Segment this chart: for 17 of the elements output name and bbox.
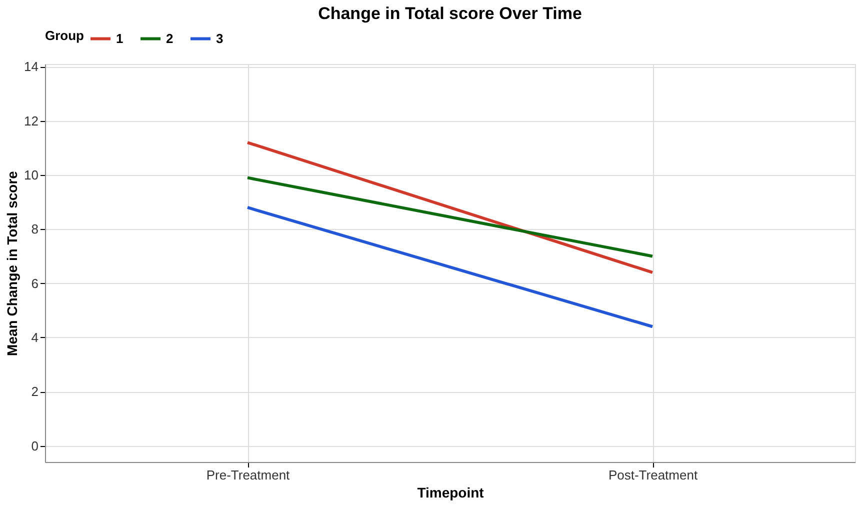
y-tick-label: 4	[31, 330, 38, 345]
legend-label: 3	[216, 30, 224, 46]
y-tick-label: 8	[31, 222, 38, 237]
y-axis-title: Mean Change in Total score	[4, 170, 20, 356]
x-tick-label: Post-Treatment	[608, 468, 698, 482]
x-axis-title: Timepoint	[417, 484, 484, 500]
y-tick-label: 10	[24, 168, 38, 183]
x-tick-label: Pre-Treatment	[206, 468, 290, 482]
y-tick-label: 2	[31, 384, 38, 400]
y-tick-label: 12	[24, 113, 38, 128]
legend-label: 1	[116, 30, 124, 46]
y-tick-label: 6	[31, 276, 38, 291]
legend-title: Group	[45, 28, 84, 43]
y-tick-label: 0	[31, 438, 38, 454]
legend-label: 2	[166, 30, 174, 46]
chart-title: Change in Total score Over Time	[318, 4, 582, 23]
y-tick-label: 14	[24, 59, 38, 74]
